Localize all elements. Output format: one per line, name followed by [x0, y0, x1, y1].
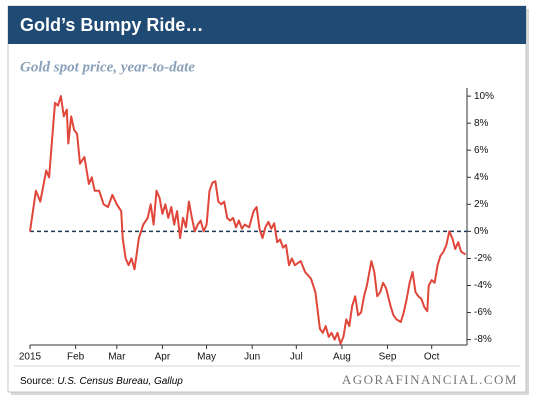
x-tick-label: Feb: [67, 352, 85, 363]
x-tick-label: Mar: [108, 352, 126, 363]
x-tick-label: Oct: [424, 352, 440, 363]
y-tick-label: 6%: [474, 145, 489, 156]
y-tick-label: 0%: [474, 226, 489, 237]
price-line: [29, 95, 467, 345]
chart-title: Gold’s Bumpy Ride…: [20, 15, 203, 35]
card: [7, 5, 527, 393]
chart-subtitle: Gold spot price, year-to-date: [20, 59, 195, 75]
source-name: U.S. Census Bureau, Gallup: [57, 376, 183, 387]
source-label: Source:: [20, 376, 54, 387]
y-tick-label: -8%: [474, 334, 492, 345]
source: Source: U.S. Census Bureau, Gallup: [20, 376, 183, 387]
x-tick-label: Aug: [333, 352, 351, 363]
y-tick-label: 2%: [474, 199, 489, 210]
x-tick-label: Jul: [290, 352, 303, 363]
x-tick-label: May: [197, 352, 216, 363]
header-band: [8, 6, 526, 44]
x-tick-label: 2015: [19, 352, 42, 363]
y-tick-label: 8%: [474, 118, 489, 129]
y-tick-label: 10%: [474, 91, 494, 102]
y-tick-label: 4%: [474, 172, 489, 183]
x-tick-label: Apr: [155, 352, 171, 363]
brand: AGORAFINANCIAL.COM: [342, 372, 518, 387]
y-tick-label: -4%: [474, 280, 492, 291]
x-tick-label: Jun: [244, 352, 260, 363]
x-tick-label: Sep: [379, 352, 397, 363]
y-tick-label: -2%: [474, 253, 492, 264]
y-tick-label: -6%: [474, 307, 492, 318]
